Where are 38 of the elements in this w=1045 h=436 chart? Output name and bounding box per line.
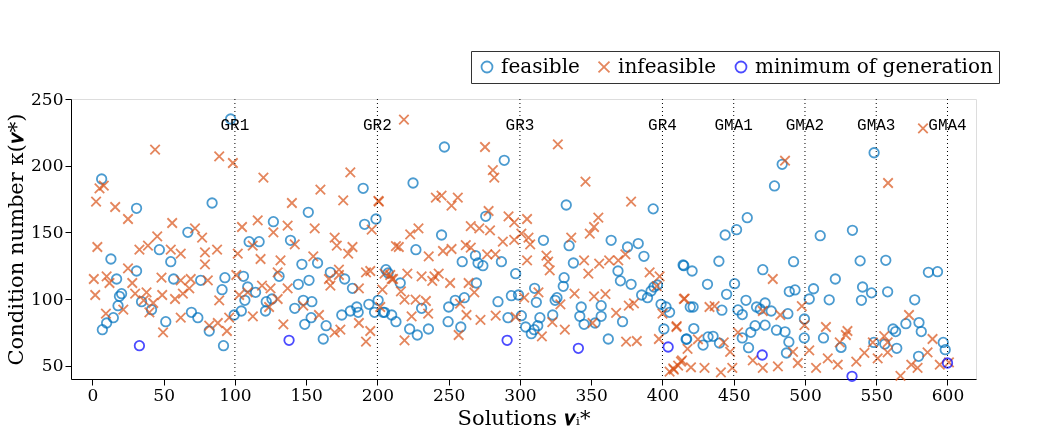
x-tick-label: 600 — [931, 384, 965, 405]
legend-label: minimum of generation — [755, 54, 993, 78]
x-tick-label: 300 — [504, 384, 537, 405]
y-tick-label: 250 — [31, 88, 64, 109]
y-tick-label: 150 — [31, 221, 64, 242]
point — [133, 340, 146, 352]
x-axis-title: Solutions 𝝂ᵢ* — [457, 405, 591, 430]
point — [662, 341, 674, 353]
ref-line-label: GR3 — [505, 117, 535, 135]
x-tick-label: 350 — [575, 384, 608, 405]
ref-line-label: GMA3 — [857, 117, 896, 135]
point — [283, 334, 295, 346]
x-tick-label: 550 — [860, 384, 893, 405]
y-tick-label: 200 — [31, 155, 64, 176]
legend-label: feasible — [501, 54, 580, 78]
x-tick-label: 450 — [717, 384, 751, 405]
ref-line-label: GMA1 — [714, 117, 753, 135]
ref-line-label: GR2 — [363, 117, 392, 135]
ref-line-label: GMA2 — [785, 117, 825, 135]
x-tick-label: 50 — [153, 384, 175, 405]
x-tick-label: 500 — [789, 384, 822, 405]
x-tick-label: 0 — [87, 384, 99, 405]
legend-label: infeasible — [618, 54, 717, 78]
y-axis-title: Condition number κ(𝝂*) — [4, 113, 29, 366]
y-tick-label: 100 — [31, 288, 64, 309]
x-tick-label: 100 — [219, 384, 252, 405]
point — [501, 334, 513, 346]
point — [846, 370, 858, 382]
x-tick-label: 200 — [361, 384, 395, 405]
ref-line-label: GR1 — [220, 117, 250, 135]
x-tick-label: 250 — [432, 384, 466, 405]
y-tick-label: 50 — [41, 355, 64, 376]
x-tick-label: 400 — [646, 384, 680, 405]
ref-line-label: GR4 — [648, 117, 677, 135]
point — [756, 349, 768, 361]
ref-line-label: GMA4 — [928, 117, 967, 135]
point — [572, 342, 585, 354]
x-tick-label: 150 — [290, 384, 323, 405]
